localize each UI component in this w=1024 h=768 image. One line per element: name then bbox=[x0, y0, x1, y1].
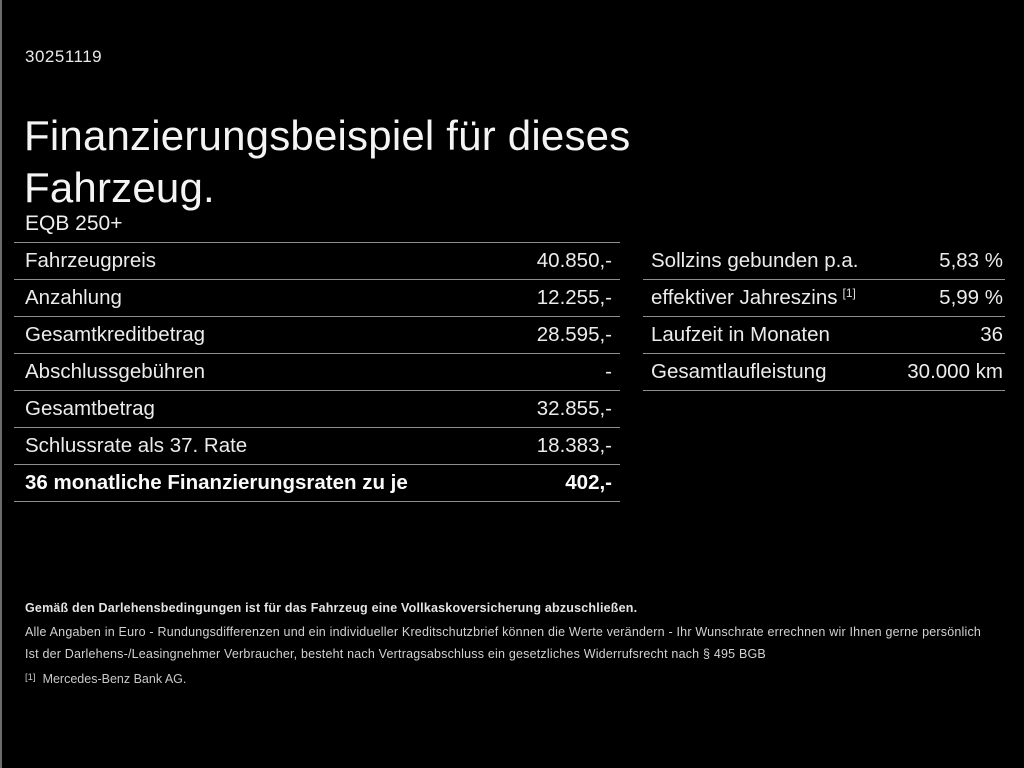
finance-row-value: 28.595,- bbox=[536, 323, 612, 346]
disclaimer-euro-note: Alle Angaben in Euro - Rundungsdifferenz… bbox=[25, 625, 982, 639]
footnote-bank: [1] Mercedes-Benz Bank AG. bbox=[25, 672, 186, 686]
condition-row-label: effektiver Jahreszins [1] bbox=[651, 286, 856, 310]
condition-row-effective-interest: effektiver Jahreszins [1] 5,99 % bbox=[643, 280, 1005, 317]
insurance-requirement-note: Gemäß den Darlehensbedingungen ist für d… bbox=[25, 601, 638, 615]
finance-row-value: 18.383,- bbox=[536, 434, 612, 457]
condition-row-nominal-interest: Sollzins gebunden p.a. 5,83 % bbox=[643, 243, 1005, 280]
finance-row-label: Abschlussgebühren bbox=[25, 360, 206, 383]
finance-row-total-amount: Gesamtbetrag 32.855,- bbox=[14, 391, 620, 428]
finance-row-value: 12.255,- bbox=[536, 286, 612, 309]
page-title: Finanzierungsbeispiel für dieses Fahrzeu… bbox=[24, 112, 631, 212]
conditions-table: Sollzins gebunden p.a. 5,83 % effektiver… bbox=[643, 243, 1005, 391]
finance-row-monthly-rate: 36 monatliche Finanzierungsraten zu je 4… bbox=[14, 465, 620, 502]
condition-row-term-months: Laufzeit in Monaten 36 bbox=[643, 317, 1005, 354]
footnote-marker: [1] bbox=[25, 672, 36, 683]
document-number: 30251119 bbox=[25, 47, 103, 66]
finance-row-vehicle-price: Fahrzeugpreis 40.850,- bbox=[14, 243, 620, 280]
condition-row-label: Laufzeit in Monaten bbox=[651, 323, 830, 346]
condition-row-label: Sollzins gebunden p.a. bbox=[651, 249, 859, 272]
finance-row-value: 32.855,- bbox=[536, 397, 612, 420]
footnote-text: Mercedes-Benz Bank AG. bbox=[42, 672, 187, 686]
finance-row-final-installment: Schlussrate als 37. Rate 18.383,- bbox=[14, 428, 620, 465]
condition-row-label: Gesamtlaufleistung bbox=[651, 360, 827, 383]
finance-row-down-payment: Anzahlung 12.255,- bbox=[14, 280, 620, 317]
condition-row-value: 5,99 % bbox=[939, 286, 1003, 309]
finance-row-value: - bbox=[605, 360, 612, 383]
condition-row-value: 36 bbox=[980, 323, 1003, 346]
disclaimer-withdrawal-note: Ist der Darlehens-/Leasingnehmer Verbrau… bbox=[25, 647, 766, 661]
condition-row-label-text: effektiver Jahreszins bbox=[651, 286, 838, 309]
finance-row-label: Gesamtkreditbetrag bbox=[25, 323, 206, 346]
finance-row-label: Gesamtbetrag bbox=[25, 397, 155, 420]
finance-row-label: Anzahlung bbox=[25, 286, 122, 309]
footnote-reference: [1] bbox=[842, 286, 856, 300]
finance-row-value: 402,- bbox=[565, 471, 612, 494]
finance-row-closing-fees: Abschlussgebühren - bbox=[14, 354, 620, 391]
finance-row-label: 36 monatliche Finanzierungsraten zu je bbox=[25, 471, 408, 494]
condition-row-value: 5,83 % bbox=[939, 249, 1003, 272]
vehicle-model: EQB 250+ bbox=[14, 205, 620, 243]
condition-row-total-mileage: Gesamtlaufleistung 30.000 km bbox=[643, 354, 1005, 391]
finance-row-label: Schlussrate als 37. Rate bbox=[25, 434, 248, 457]
condition-row-value: 30.000 km bbox=[907, 360, 1003, 383]
finance-row-total-credit: Gesamtkreditbetrag 28.595,- bbox=[14, 317, 620, 354]
finance-row-label: Fahrzeugpreis bbox=[25, 249, 157, 272]
left-edge-line bbox=[0, 0, 2, 768]
finance-table: EQB 250+ Fahrzeugpreis 40.850,- Anzahlun… bbox=[14, 205, 620, 502]
finance-row-value: 40.850,- bbox=[536, 249, 612, 272]
